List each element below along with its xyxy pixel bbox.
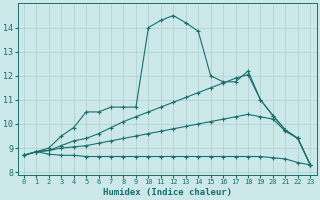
X-axis label: Humidex (Indice chaleur): Humidex (Indice chaleur) [103, 188, 232, 197]
